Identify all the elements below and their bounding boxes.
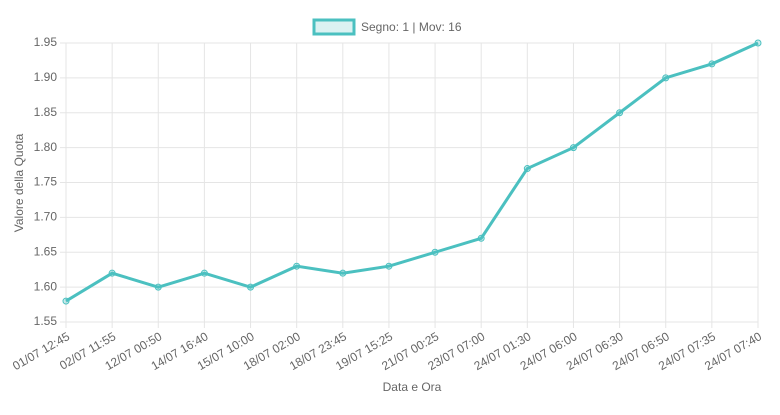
y-tick-label: 1.65 (34, 244, 58, 258)
y-tick-label: 1.90 (34, 70, 58, 84)
y-tick-label: 1.60 (34, 279, 58, 293)
data-point (385, 262, 393, 270)
x-axis-title: Data e Ora (383, 380, 442, 394)
data-point (247, 283, 255, 291)
data-point (62, 297, 70, 305)
data-point (339, 269, 347, 277)
legend-label: Segno: 1 | Mov: 16 (361, 20, 462, 34)
y-tick-label: 1.95 (34, 35, 58, 49)
y-tick-label: 1.70 (34, 210, 58, 224)
legend-swatch (312, 18, 356, 36)
data-point (754, 39, 762, 47)
data-point (569, 144, 577, 152)
y-tick-label: 1.75 (34, 175, 58, 189)
data-point (200, 269, 208, 277)
y-tick-label: 1.80 (34, 140, 58, 154)
data-point (477, 234, 485, 242)
series-line (65, 41, 759, 303)
data-point (154, 283, 162, 291)
y-axis-title: Valore della Quota (12, 133, 26, 232)
data-point (662, 74, 670, 82)
data-point (431, 248, 439, 256)
data-point (293, 262, 301, 270)
y-tick-label: 1.55 (34, 314, 58, 328)
data-point (108, 269, 116, 277)
data-point (708, 60, 716, 68)
data-point (616, 109, 624, 117)
data-point (523, 165, 531, 173)
y-tick-label: 1.85 (34, 105, 58, 119)
